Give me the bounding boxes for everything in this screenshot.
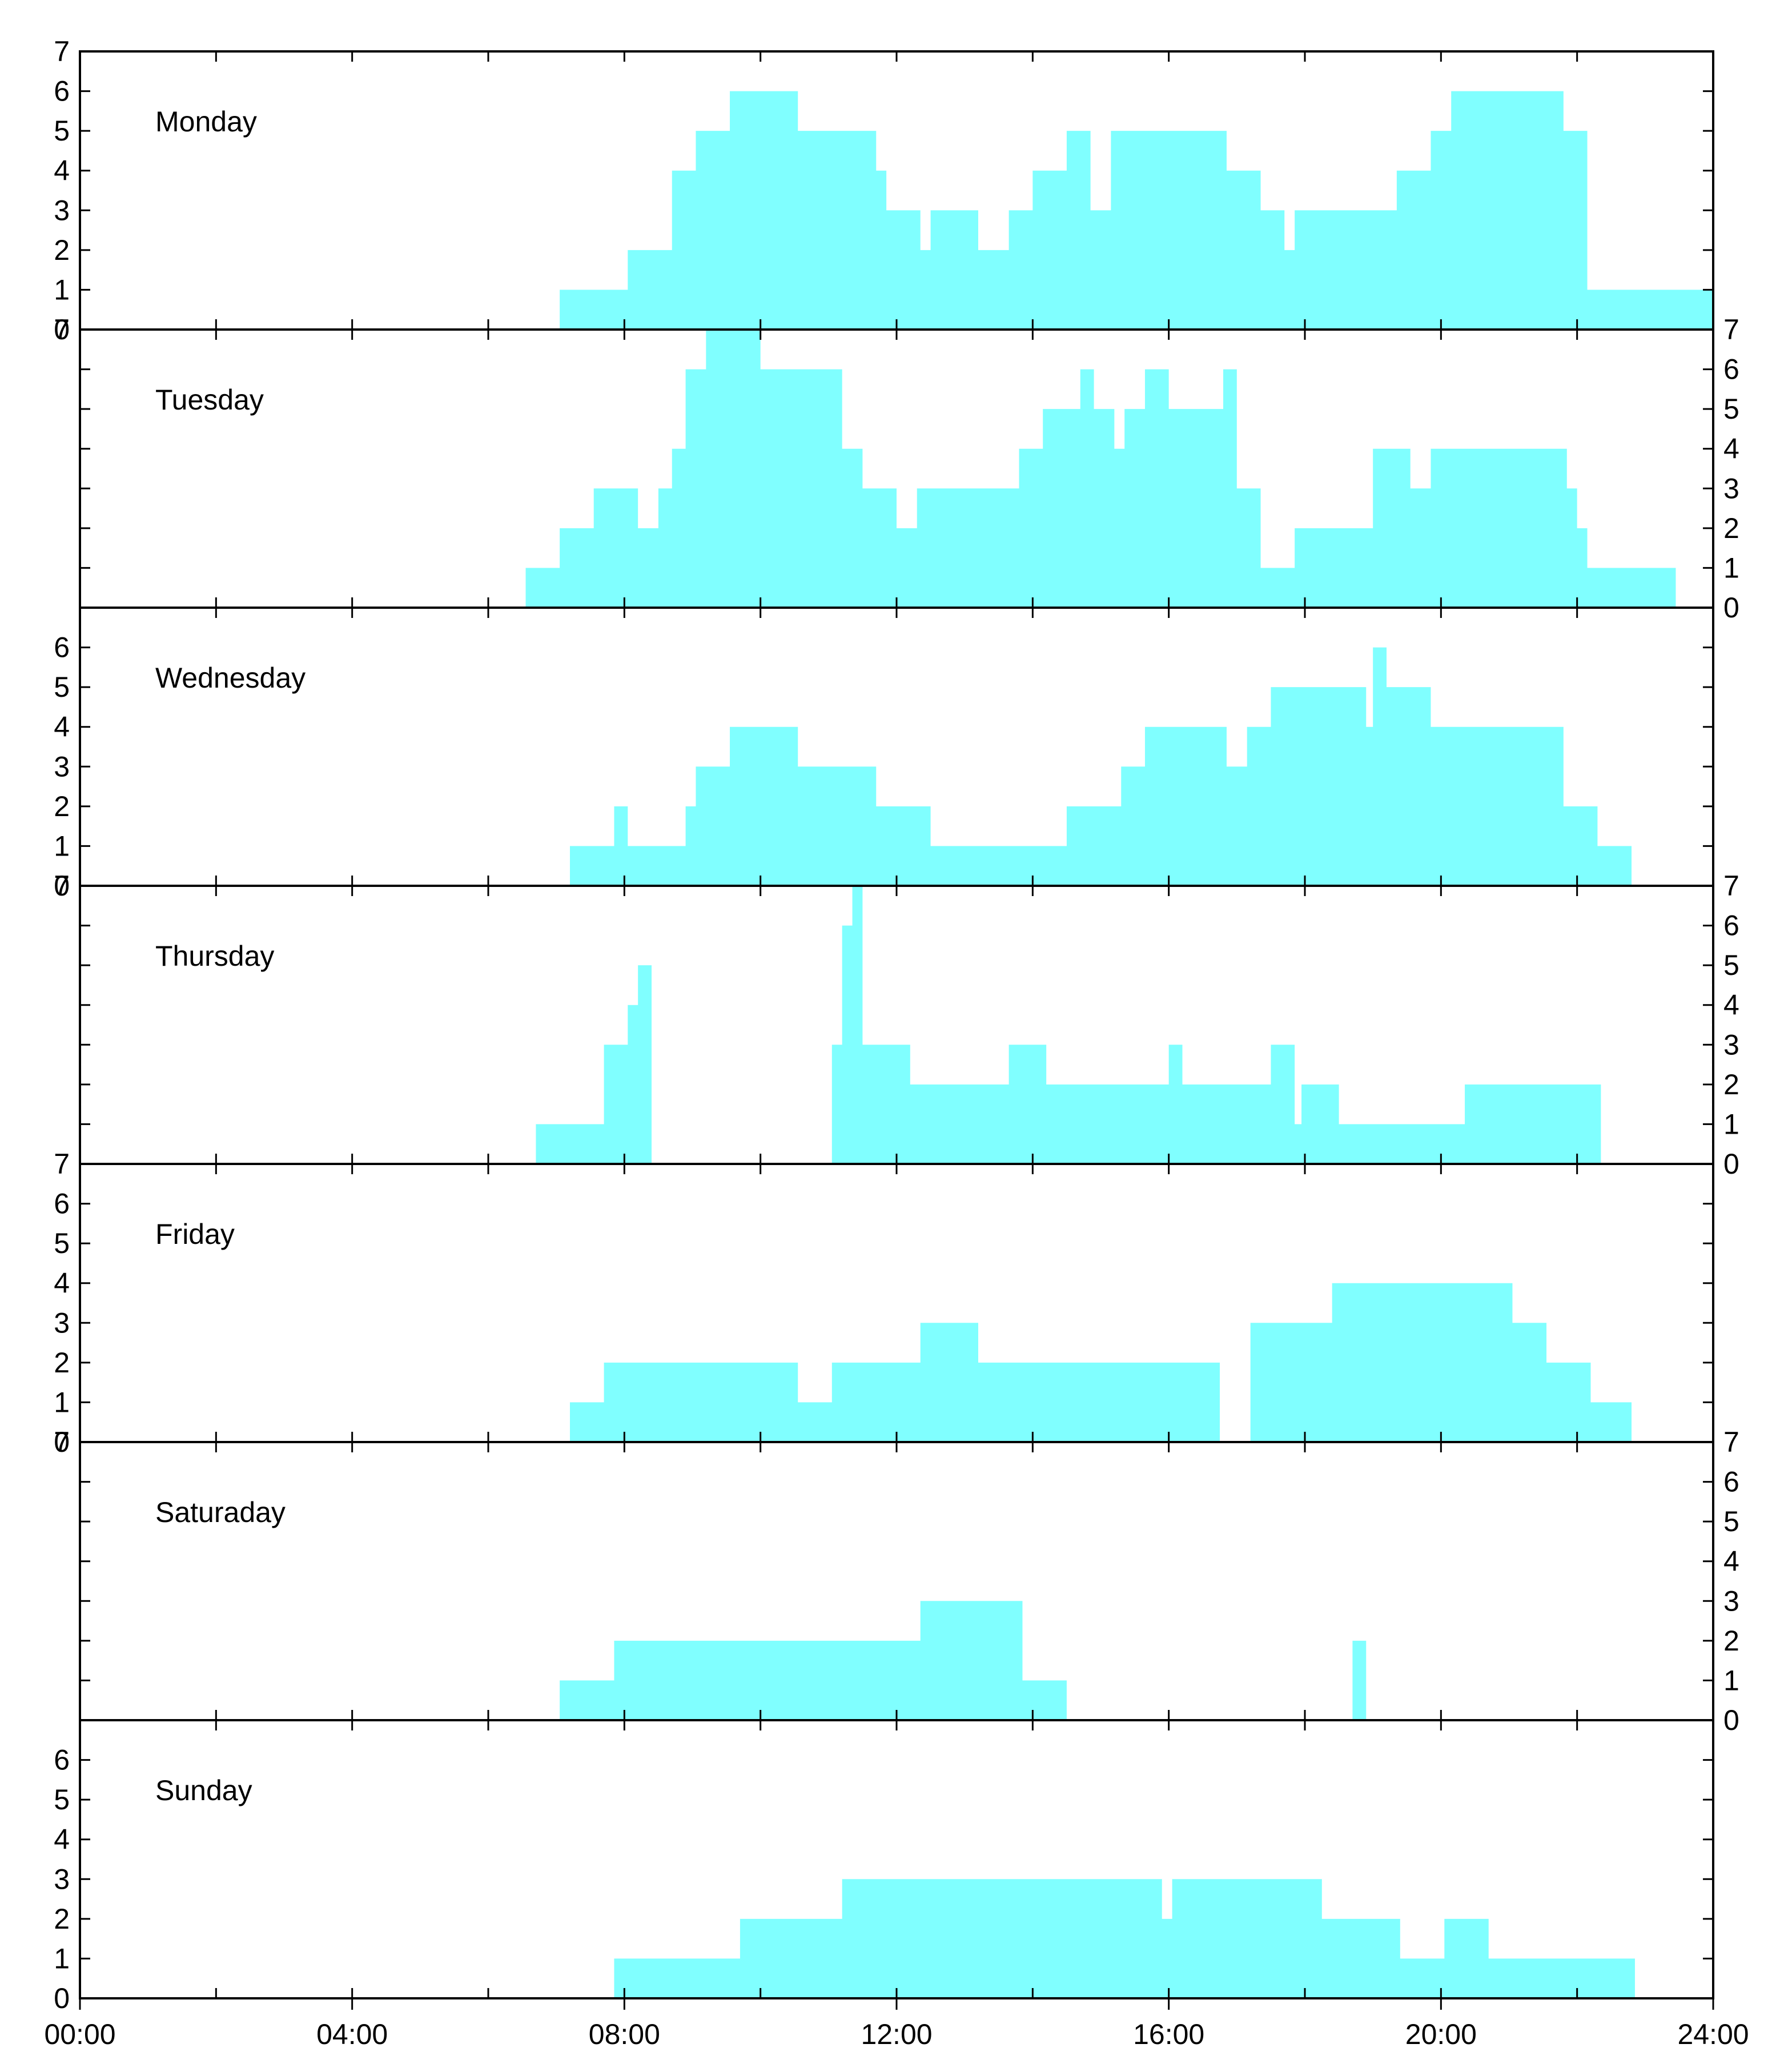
day-label-sunday: Sunday: [155, 1774, 252, 1806]
y-tick-label: 5: [54, 115, 70, 147]
y-tick-label: 2: [54, 1347, 70, 1379]
y-tick-label: 6: [1723, 910, 1739, 942]
y-tick-label: 1: [1723, 1664, 1739, 1696]
y-tick-label: 2: [1723, 1625, 1739, 1657]
series-area-wednesday: [570, 647, 1632, 886]
y-tick-label: 1: [54, 1386, 70, 1418]
y-tick-label: 3: [54, 1307, 70, 1339]
series-area-saturaday: [560, 1601, 1367, 1720]
x-tick-label: 12:00: [861, 2018, 932, 2050]
y-tick-label: 0: [54, 1982, 70, 2014]
y-tick-label: 4: [1723, 433, 1739, 465]
y-tick-label-top: 7: [54, 870, 70, 902]
y-tick-label: 6: [1723, 1466, 1739, 1498]
y-tick-label: 3: [54, 750, 70, 782]
day-label-thursday: Thursday: [155, 940, 274, 972]
y-tick-label: 7: [1723, 870, 1739, 902]
y-tick-label-top: 7: [54, 1148, 70, 1180]
series-area-thursday: [536, 886, 1601, 1164]
day-label-monday: Monday: [155, 106, 257, 138]
y-tick-label: 2: [1723, 1069, 1739, 1101]
y-tick-label: 7: [54, 35, 70, 67]
series-area-sunday: [614, 1879, 1635, 1998]
y-tick-label: 5: [1723, 1505, 1739, 1537]
y-tick-label: 4: [54, 1267, 70, 1299]
x-tick-label: 24:00: [1677, 2018, 1749, 2050]
y-tick-label-top: 7: [54, 1426, 70, 1458]
y-tick-label: 6: [54, 632, 70, 664]
y-tick-label: 6: [54, 1188, 70, 1220]
x-tick-label: 04:00: [316, 2018, 388, 2050]
y-tick-label: 4: [54, 1824, 70, 1856]
y-tick-label: 7: [1723, 314, 1739, 346]
y-tick-label: 1: [54, 830, 70, 862]
y-tick-label: 0: [1723, 592, 1739, 624]
x-tick-label: 08:00: [589, 2018, 660, 2050]
x-tick-label: 16:00: [1133, 2018, 1204, 2050]
day-label-saturaday: Saturaday: [155, 1496, 286, 1528]
y-tick-label: 0: [54, 314, 70, 346]
y-tick-label: 5: [54, 671, 70, 703]
y-tick-label: 5: [54, 1227, 70, 1259]
day-label-tuesday: Tuesday: [155, 384, 264, 416]
day-label-friday: Friday: [155, 1218, 235, 1250]
y-tick-label: 5: [1723, 393, 1739, 425]
y-tick-label: 0: [1723, 1148, 1739, 1180]
y-tick-label: 3: [54, 1863, 70, 1895]
y-tick-label: 0: [54, 1426, 70, 1458]
y-tick-label: 4: [54, 711, 70, 743]
y-tick-label: 4: [1723, 989, 1739, 1021]
y-tick-label: 5: [54, 1784, 70, 1816]
y-tick-label: 3: [54, 194, 70, 226]
x-tick-label: 20:00: [1405, 2018, 1477, 2050]
x-tick-label: 00:00: [44, 2018, 115, 2050]
y-tick-label: 3: [1723, 1585, 1739, 1617]
y-tick-label: 2: [1723, 512, 1739, 544]
y-tick-label: 6: [1723, 354, 1739, 386]
y-tick-label: 1: [54, 274, 70, 306]
y-tick-label: 4: [54, 155, 70, 187]
day-label-wednesday: Wednesday: [155, 662, 306, 694]
y-tick-label: 1: [54, 1942, 70, 1974]
y-tick-label: 1: [1723, 1108, 1739, 1140]
y-tick-label-top: 7: [54, 314, 70, 346]
series-area-tuesday: [525, 330, 1676, 608]
series-area-friday: [570, 1283, 1632, 1442]
y-tick-label: 4: [1723, 1545, 1739, 1577]
y-tick-label: 2: [54, 1903, 70, 1935]
y-tick-label: 5: [1723, 949, 1739, 981]
y-tick-label: 1: [1723, 552, 1739, 584]
y-tick-label: 6: [54, 1744, 70, 1776]
y-tick-label: 0: [54, 870, 70, 902]
y-tick-label: 0: [1723, 1704, 1739, 1736]
y-tick-label: 2: [54, 790, 70, 822]
y-tick-label: 6: [54, 75, 70, 107]
y-tick-label: 7: [1723, 1426, 1739, 1458]
y-tick-label: 3: [1723, 1029, 1739, 1061]
y-tick-label: 3: [1723, 472, 1739, 504]
series-area-monday: [560, 91, 1713, 330]
y-tick-label: 2: [54, 234, 70, 266]
